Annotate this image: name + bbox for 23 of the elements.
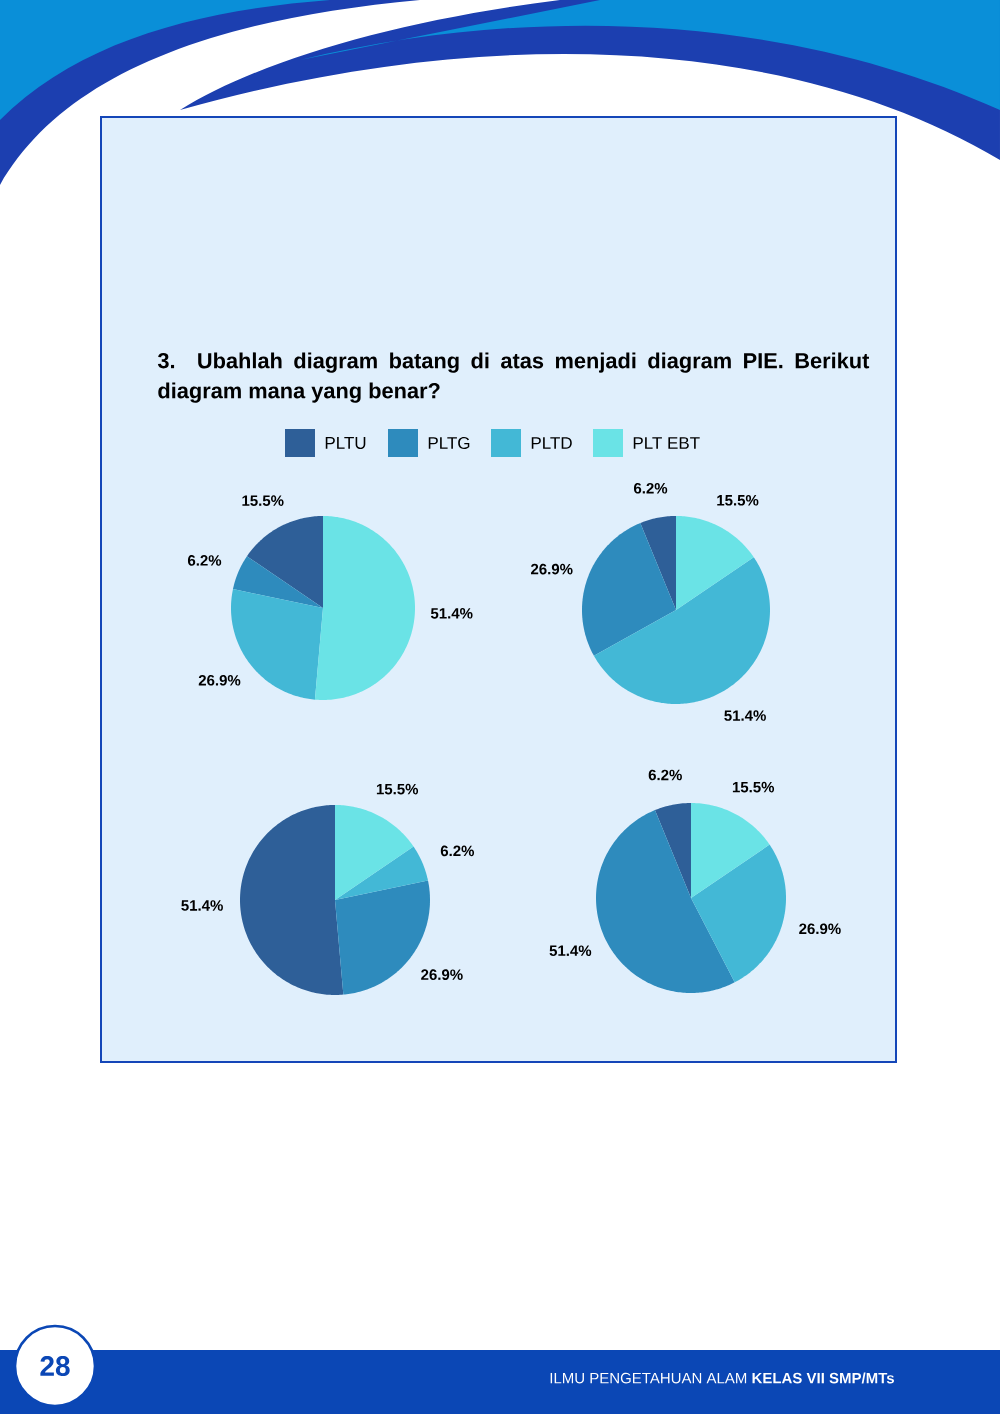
data-label: 51.4%	[724, 710, 766, 721]
data-label: 15.5%	[376, 783, 419, 795]
data-label: 51.4%	[430, 608, 473, 619]
data-label: 51.4%	[549, 945, 592, 957]
legend-label: PLT EBT	[633, 437, 700, 449]
data-label: 26.9%	[531, 563, 573, 575]
data-label: 51.4%	[181, 900, 223, 911]
text: 28	[40, 1356, 70, 1376]
data-label: 15.5%	[242, 495, 284, 506]
text: ILMU PENGETAHUAN ALAM KELAS VII SMP/MTs	[550, 1372, 894, 1384]
legend-label: PLTD	[531, 437, 572, 449]
data-label: 6.2%	[440, 845, 475, 857]
data-label: 26.9%	[198, 674, 241, 686]
data-label: 15.5%	[732, 781, 775, 793]
legend-label: PLTU	[325, 437, 366, 449]
data-label: 26.9%	[799, 923, 841, 935]
chart-title: 3. Ubahlah diagram batang di atas menjadi diagram PIE. Berikut diagram mana yang benar?	[157, 352, 870, 403]
data-label: 6.2%	[187, 555, 222, 566]
data-label: 15.5%	[717, 495, 759, 506]
legend-label: PLTG	[428, 436, 470, 449]
data-label: 6.2%	[634, 482, 668, 494]
data-label: 26.9%	[421, 969, 463, 980]
data-label: 6.2%	[648, 769, 682, 781]
